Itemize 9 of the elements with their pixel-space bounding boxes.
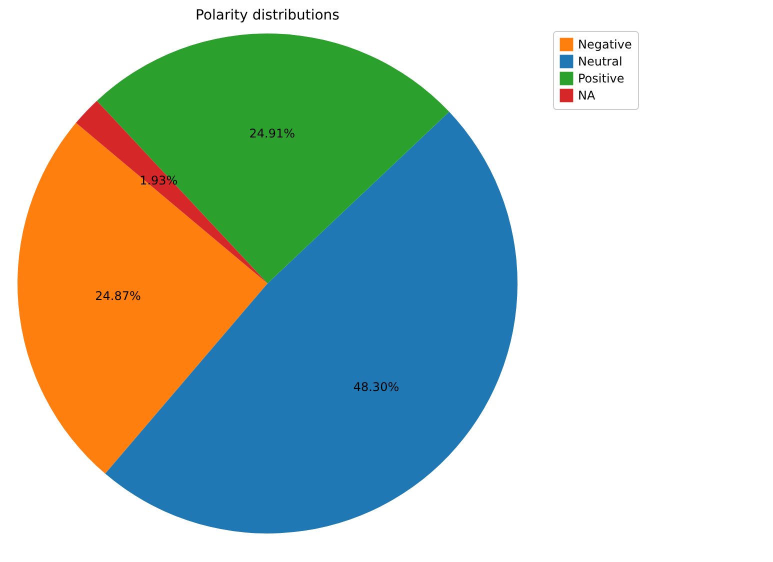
data-label: 24.87% <box>95 288 141 303</box>
data-label: 24.91% <box>249 126 296 141</box>
chart-title: Polarity distributions <box>196 8 340 24</box>
legend-label: Negative <box>578 38 632 52</box>
legend-label: Positive <box>578 72 624 86</box>
legend-label: NA <box>578 88 596 102</box>
legend-label: Neutral <box>578 54 622 68</box>
data-label: 48.30% <box>353 380 400 394</box>
pie-slice <box>96 34 450 284</box>
